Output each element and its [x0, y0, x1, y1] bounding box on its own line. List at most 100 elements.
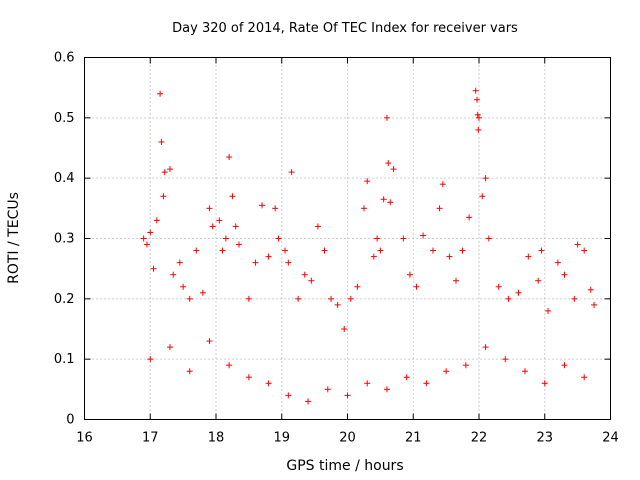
data-point [301, 271, 308, 278]
y-axis-label: ROTI / TECUs [6, 192, 22, 284]
data-point [219, 247, 226, 254]
data-point [482, 175, 489, 182]
data-point [282, 247, 289, 254]
data-point [383, 114, 390, 121]
data-point [166, 344, 173, 351]
data-point [232, 223, 239, 230]
axis-ticks: 16 17 18 19 20 21 22 23 24 0 0.1 0.2 0.3 0.4 0.5 0.6 [54, 51, 619, 446]
data-point [581, 374, 588, 381]
data-point [538, 247, 545, 254]
data-point [436, 205, 443, 212]
data-point [245, 295, 252, 302]
data-point [390, 166, 397, 173]
data-point [199, 289, 206, 296]
data-point [479, 193, 486, 200]
data-point [272, 205, 279, 212]
data-point [485, 235, 492, 242]
data-point [581, 247, 588, 254]
x-tick-label: 20 [339, 431, 356, 446]
data-point [305, 398, 312, 405]
y-tick-label: 0.2 [54, 292, 75, 307]
data-point [380, 196, 387, 203]
data-point [472, 87, 479, 94]
data-point [324, 386, 331, 393]
data-point [561, 362, 568, 369]
y-tick-label: 0.3 [54, 232, 75, 247]
data-point [406, 271, 413, 278]
data-point [474, 111, 481, 118]
data-point [377, 247, 384, 254]
x-tick-label: 16 [76, 431, 93, 446]
data-point [259, 202, 266, 209]
data-point [476, 114, 482, 121]
data-point [222, 235, 229, 242]
data-point [308, 277, 315, 284]
data-point [252, 259, 259, 266]
data-point [216, 217, 223, 224]
data-point [314, 223, 321, 230]
data-point [158, 138, 165, 145]
data-point [495, 283, 502, 290]
data-point [515, 289, 522, 296]
data-point [143, 241, 150, 248]
data-point [462, 362, 469, 369]
data-point [561, 271, 568, 278]
data-point [176, 259, 183, 266]
data-point [170, 271, 177, 278]
data-point [571, 295, 578, 302]
data-point [474, 96, 481, 103]
data-point [321, 247, 328, 254]
data-point [574, 241, 581, 248]
data-point [403, 374, 410, 381]
data-point [522, 368, 529, 375]
data-point [285, 392, 292, 399]
data-point [265, 380, 272, 387]
data-point [186, 368, 193, 375]
data-point [157, 90, 164, 97]
data-points [140, 87, 598, 405]
data-point [423, 380, 430, 387]
data-point [545, 307, 552, 314]
data-point [236, 241, 243, 248]
y-tick-label: 0.4 [54, 171, 75, 186]
y-tick-label: 0 [66, 413, 74, 428]
data-point [385, 160, 392, 167]
data-point [206, 338, 213, 345]
data-point [226, 362, 233, 369]
x-axis-label: GPS time / hours [286, 458, 403, 474]
y-tick-label: 0.1 [54, 352, 75, 367]
data-point [360, 205, 367, 212]
data-point [364, 380, 371, 387]
x-tick-label: 21 [405, 431, 422, 446]
y-tick-label: 0.5 [54, 111, 75, 126]
data-point [400, 235, 407, 242]
data-point [383, 386, 390, 393]
data-point [459, 247, 466, 254]
data-point [554, 259, 561, 266]
data-point [153, 217, 160, 224]
data-point [206, 205, 213, 212]
x-tick-label: 24 [602, 431, 619, 446]
data-point [420, 232, 427, 239]
data-point [285, 259, 292, 266]
data-point [295, 295, 302, 302]
data-point [482, 344, 489, 351]
data-point [364, 178, 371, 185]
data-point [439, 181, 446, 188]
y-tick-label: 0.6 [54, 51, 75, 66]
x-tick-label: 18 [208, 431, 225, 446]
data-point [161, 169, 168, 176]
data-point [374, 235, 381, 242]
data-point [288, 169, 295, 176]
data-point [541, 380, 548, 387]
data-point [452, 277, 459, 284]
data-point [229, 193, 236, 200]
data-point [265, 253, 272, 260]
data-point [370, 253, 377, 260]
data-point [525, 253, 532, 260]
data-point [429, 247, 436, 254]
data-point [344, 392, 351, 399]
x-tick-label: 22 [471, 431, 488, 446]
data-point [466, 214, 473, 221]
